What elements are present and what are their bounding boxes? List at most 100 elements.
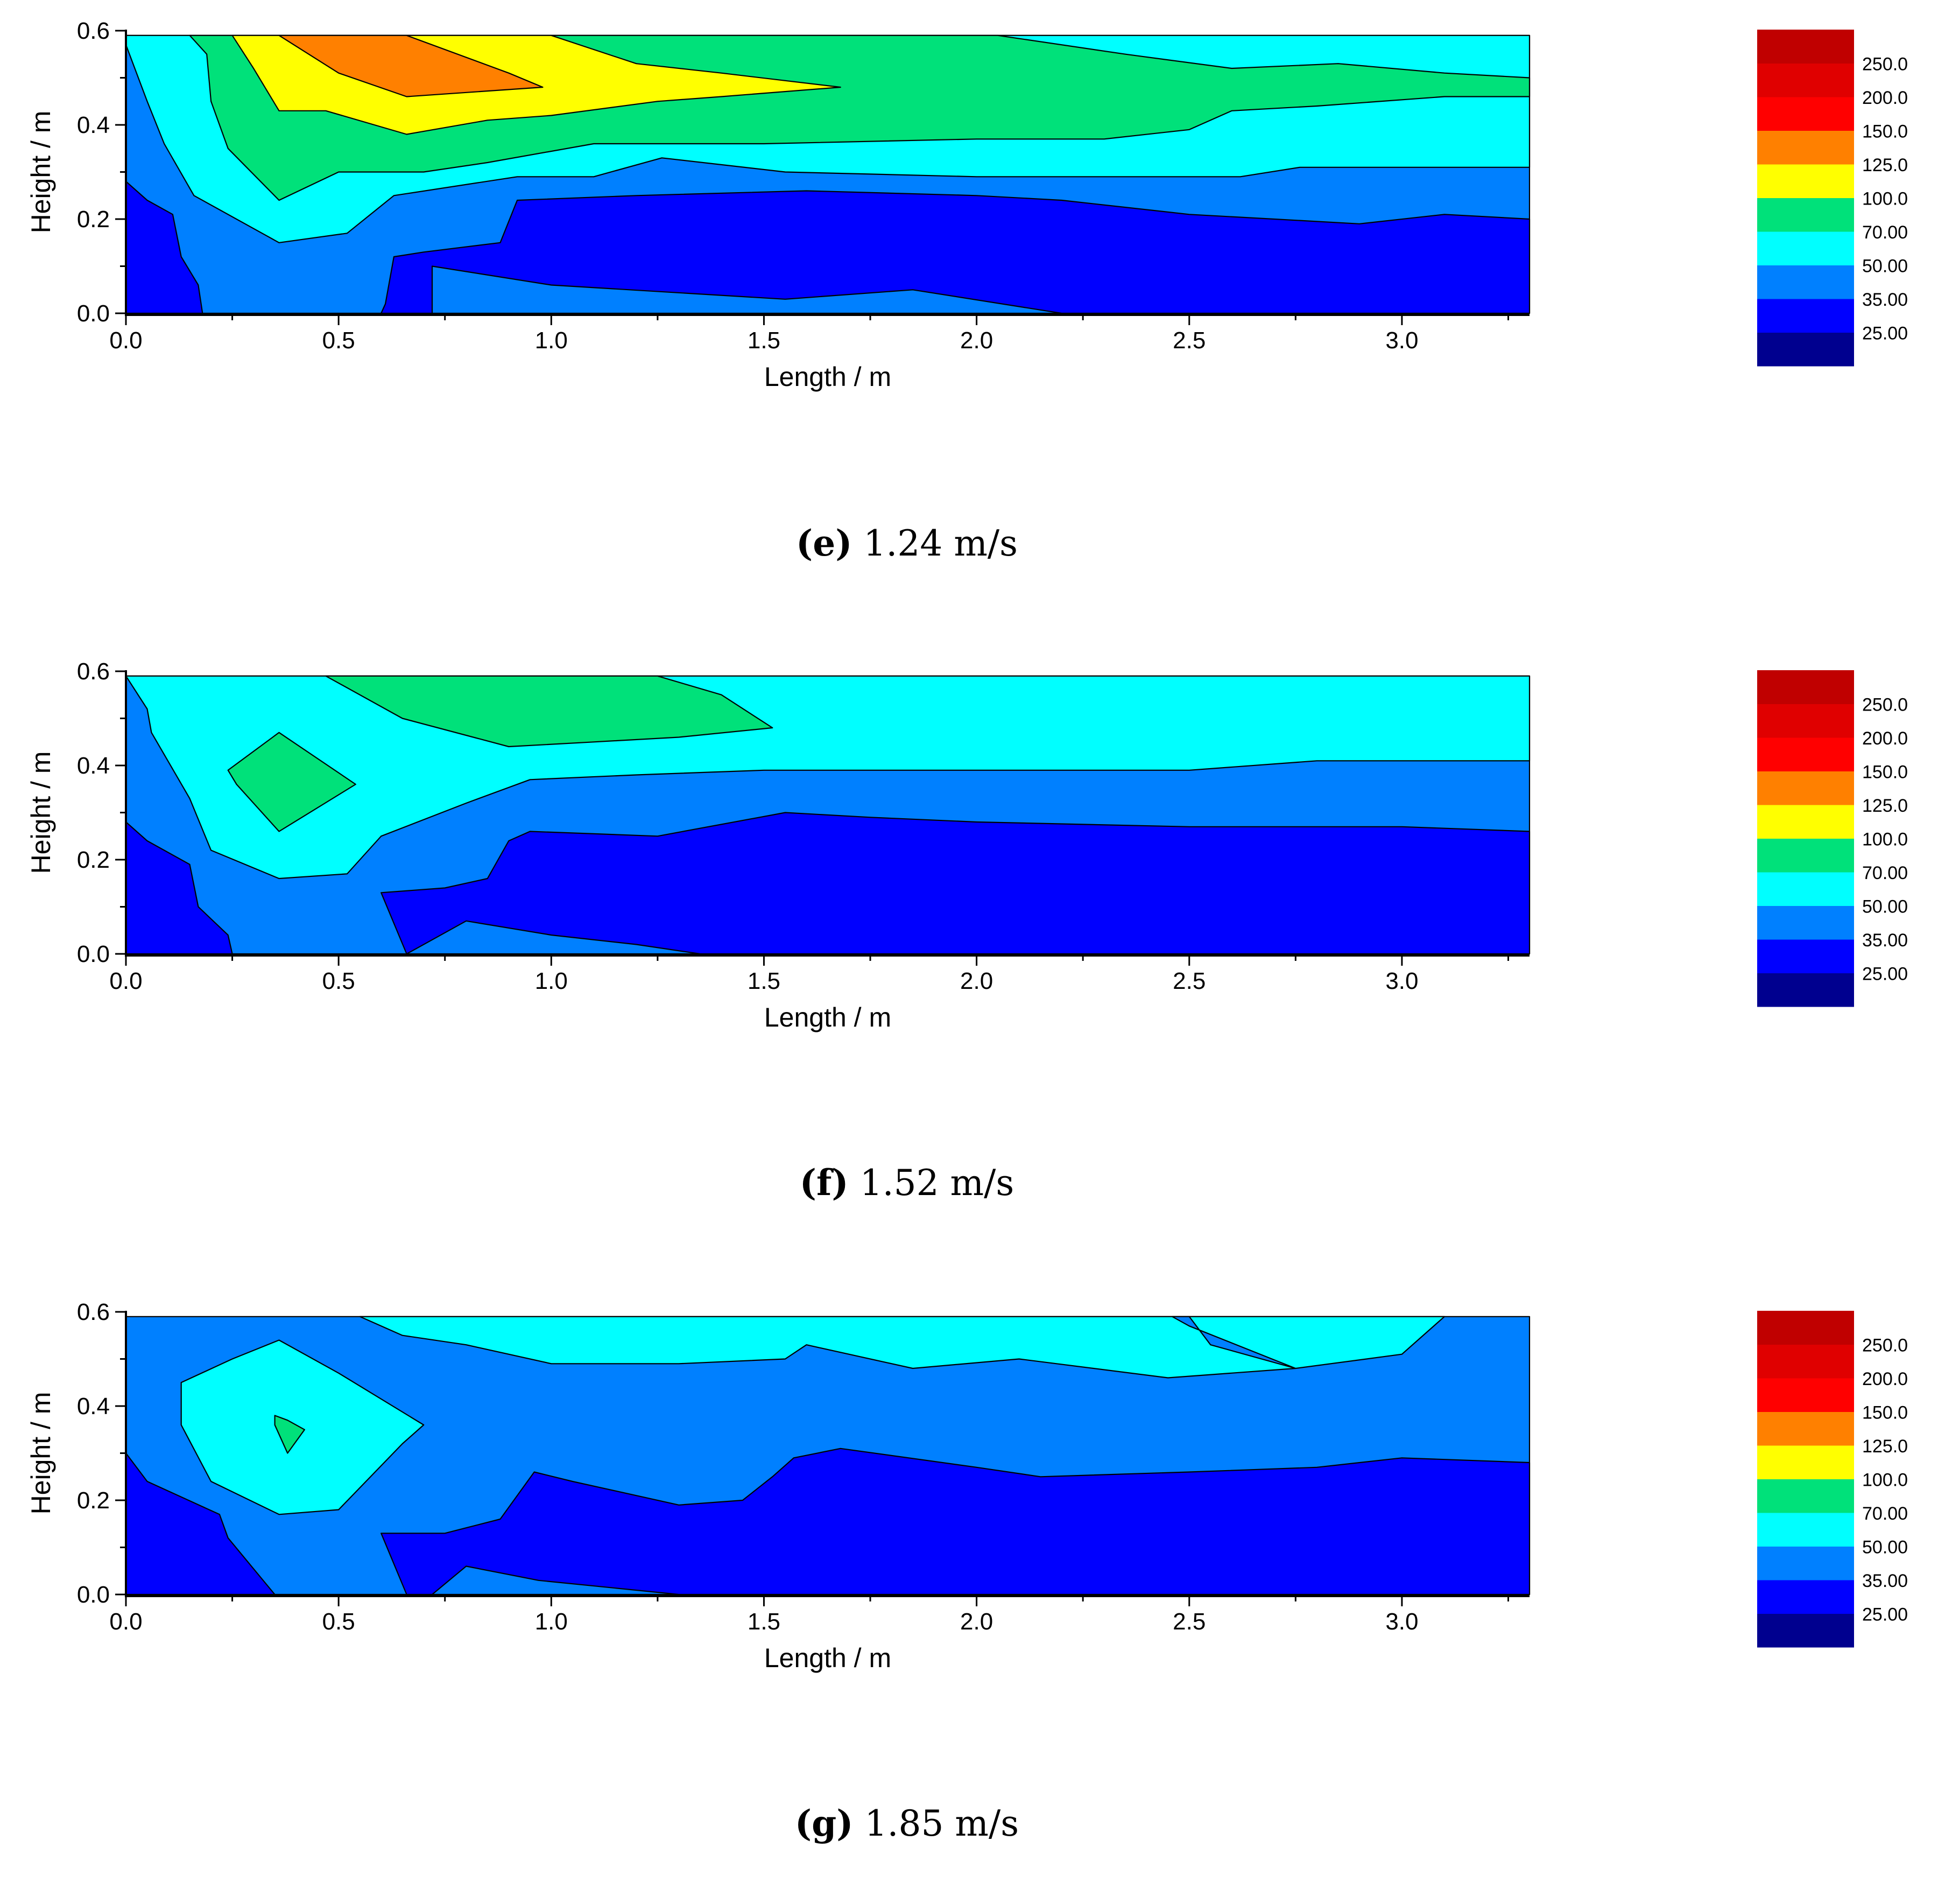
legend-label: 35.00 [1862,290,1908,310]
caption-f: (f) 1.52 m/s [799,1162,1014,1204]
legend-label: 50.00 [1862,256,1908,277]
legend-swatch [1757,1344,1854,1379]
x-tick-label: 2.5 [1173,968,1206,994]
legend-label: 200.0 [1862,88,1908,108]
legend-label: 125.0 [1862,155,1908,175]
x-tick-label: 1.5 [748,327,780,354]
legend-label: 100.0 [1862,189,1908,209]
y-tick-label: 0.4 [77,753,110,779]
legend-swatch [1757,231,1854,265]
legend-swatch [1757,332,1854,367]
legend-swatch [1757,63,1854,97]
caption-text: 1.52 m/s [848,1162,1014,1204]
x-tick-label: 0.0 [109,1608,142,1635]
x-tick-label: 3.0 [1385,1608,1418,1635]
legend-label: 250.0 [1862,1336,1908,1356]
legend-swatch [1757,670,1854,704]
x-tick-label: 2.5 [1173,327,1206,354]
color-legend: 250.0 200.0 150.0 125.0 100.0 70.00 50.00 35.00… [1757,30,1908,367]
x-axis-label: Length / m [764,1643,891,1673]
legend-label: 100.0 [1862,830,1908,850]
contour-bands [125,675,1531,955]
legend-swatch [1757,704,1854,738]
legend-swatch [1757,299,1854,333]
y-tick-label: 0.6 [77,18,110,44]
legend-swatch [1757,1546,1854,1580]
legend-swatch [1757,97,1854,131]
contour-band-7 [278,34,544,97]
y-tick-label: 0.6 [77,658,110,685]
legend-swatch [1757,872,1854,906]
x-tick-label: 2.0 [960,1608,993,1635]
y-axis-label: Height / m [26,751,56,874]
legend-label: 150.0 [1862,1403,1908,1423]
x-tick-label: 1.0 [535,327,568,354]
legend-label: 50.00 [1862,1537,1908,1558]
legend-label: 100.0 [1862,1470,1908,1491]
legend-swatch [1757,130,1854,165]
x-tick-label: 0.0 [109,327,142,354]
figure-g: 0.0 0.5 1.0 1.5 2.0 2.5 3.0 0.0 0.2 0.4 0.6 Length … [0,1281,1938,1904]
caption-letter: e [813,522,836,564]
legend-swatch [1757,1580,1854,1614]
y-tick-label: 0.4 [77,112,110,138]
x-tick-label: 3.0 [1385,968,1418,994]
x-tick-label: 1.0 [535,1608,568,1635]
legend-swatch [1757,1513,1854,1547]
x-tick-label: 0.5 [322,327,355,354]
x-tick-label: 2.0 [960,968,993,994]
caption-e: (e) 1.24 m/s [795,522,1018,564]
caption-letter: f [816,1162,832,1204]
figure-e: 0.0 0.5 1.0 1.5 2.0 2.5 3.0 0.0 0.2 0.4 0.6 Length … [0,0,1938,623]
legend-swatch [1757,30,1854,64]
contour-band-4 [180,1339,425,1515]
x-tick-label: 2.5 [1173,1608,1206,1635]
y-tick-label: 0.2 [77,206,110,233]
y-tick-label: 0.6 [77,1299,110,1325]
y-tick-label: 0.2 [77,1487,110,1514]
legend-swatch [1757,805,1854,839]
legend-label: 50.00 [1862,897,1908,917]
contour-bands [125,34,1531,314]
contour-band-5 [325,675,773,748]
legend-label: 250.0 [1862,695,1908,715]
legend-swatch [1757,771,1854,805]
legend-swatch [1757,905,1854,940]
legend-label: 125.0 [1862,796,1908,816]
legend-swatch [1757,1445,1854,1479]
legend-label: 25.00 [1862,324,1908,344]
color-legend: 250.0 200.0 150.0 125.0 100.0 70.00 50.00 35.00… [1757,670,1908,1007]
legend-label: 70.00 [1862,1503,1908,1524]
y-axis-label: Height / m [26,111,56,234]
y-tick-label: 0.0 [77,1582,110,1608]
contour-band-6 [227,732,356,832]
legend-label: 35.00 [1862,1571,1908,1591]
legend-swatch [1757,1411,1854,1446]
legend-swatch [1757,1378,1854,1412]
contour-band-7 [274,1415,306,1454]
legend-label: 25.00 [1862,1605,1908,1625]
contour-bands [125,1316,1531,1596]
caption-g: (g) 1.85 m/s [794,1802,1019,1844]
x-tick-label: 0.0 [109,968,142,994]
legend-swatch [1757,1311,1854,1345]
contour-plot-f: 0.0 0.5 1.0 1.5 2.0 2.5 3.0 0.0 0.2 0.4 0.6 Length … [26,658,1908,1032]
legend-label: 150.0 [1862,762,1908,783]
legend-swatch [1757,1613,1854,1648]
legend-swatch [1757,198,1854,232]
x-axis-label: Length / m [764,362,891,392]
color-legend: 250.0 200.0 150.0 125.0 100.0 70.00 50.00 35.00… [1757,1311,1908,1648]
y-tick-label: 0.2 [77,847,110,873]
x-tick-label: 0.5 [322,1608,355,1635]
y-tick-label: 0.0 [77,300,110,327]
contour-plot-e: 0.0 0.5 1.0 1.5 2.0 2.5 3.0 0.0 0.2 0.4 0.6 Length … [26,18,1908,392]
legend-swatch [1757,737,1854,771]
contour-band-6 [1172,1316,1296,1369]
caption-letter: g [812,1802,837,1844]
legend-swatch [1757,939,1854,973]
x-tick-label: 1.5 [748,1608,780,1635]
contour-band-2 [125,821,233,955]
y-tick-label: 0.0 [77,941,110,967]
legend-label: 70.00 [1862,863,1908,883]
x-tick-label: 3.0 [1385,327,1418,354]
